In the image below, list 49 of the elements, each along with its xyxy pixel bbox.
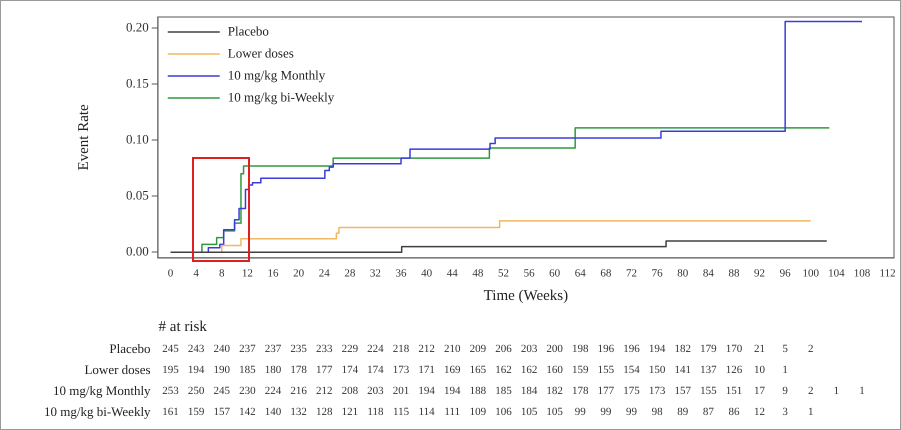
y-tick-label: 0.05 <box>126 188 149 203</box>
x-tick-label: 72 <box>626 267 638 280</box>
y-tick-label: 0.20 <box>126 20 149 35</box>
x-tick-label: 8 <box>219 267 226 280</box>
x-axis-title: Time (Weeks) <box>484 288 568 304</box>
legend-label: Lower doses <box>228 45 294 60</box>
x-tick-label: 40 <box>421 267 433 280</box>
legend-label: Placebo <box>228 23 269 38</box>
text: # at risk <box>158 319 207 336</box>
x-tick-label: 32 <box>370 267 381 280</box>
x-tick-label: 96 <box>780 267 792 280</box>
x-tick-label: 60 <box>549 267 561 280</box>
x-tick-label: 68 <box>600 267 612 280</box>
x-tick-label: 64 <box>574 267 586 280</box>
y-tick-label: 0.15 <box>126 76 149 91</box>
x-tick-label: 28 <box>344 267 356 280</box>
legend-label: 10 mg/kg bi-Weekly <box>228 89 335 104</box>
text: 253 250 245 230 224 216 212 208 203 201 194 194 188 185 184 182 178 177 175 173 157 155 151 17 9 2 1 1 <box>162 385 865 397</box>
x-tick-label: 44 <box>446 267 458 280</box>
y-tick-label: 0.00 <box>126 244 149 259</box>
x-tick-label: 36 <box>396 267 408 280</box>
text: Lower doses <box>84 362 151 377</box>
text: 10 mg/kg bi-Weekly <box>44 404 151 419</box>
x-tick-label: 76 <box>652 267 664 280</box>
x-tick-label: 4 <box>193 267 200 280</box>
x-tick-label: 12 <box>242 267 253 280</box>
x-tick-label: 112 <box>880 267 896 280</box>
x-tick-label: 92 <box>754 267 766 280</box>
x-tick-label: 20 <box>293 267 305 280</box>
legend-label: 10 mg/kg Monthly <box>228 67 326 82</box>
x-tick-label: 24 <box>318 267 330 280</box>
x-tick-label: 108 <box>854 267 871 280</box>
x-tick-label: 48 <box>472 267 484 280</box>
text: 10 mg/kg Monthly <box>53 383 151 398</box>
y-tick-label: 0.10 <box>126 132 149 147</box>
text: 195 194 190 185 180 178 177 174 174 173 171 169 165 162 162 160 159 155 154 150 141 137 126 10 1 <box>162 364 788 376</box>
x-tick-label: 56 <box>524 267 536 280</box>
text: 245 243 240 237 237 235 233 229 224 218 212 210 209 206 203 200 198 196 196 194 182 179 170 21 5 2 <box>162 343 814 355</box>
x-tick-label: 52 <box>498 267 509 280</box>
x-tick-label: 88 <box>728 267 740 280</box>
x-tick-label: 80 <box>677 267 689 280</box>
text: 161 159 157 142 140 132 128 121 118 115 114 111 109 106 105 105 99 99 99 98 89 87 86 12 3 1 <box>162 406 814 418</box>
x-tick-label: 104 <box>828 267 846 280</box>
x-tick-label: 100 <box>802 267 820 280</box>
x-tick-label: 16 <box>267 267 279 280</box>
x-tick-label: 84 <box>702 267 714 280</box>
text: Placebo <box>109 341 151 356</box>
y-axis-title: Event Rate <box>76 104 92 171</box>
x-tick-label: 0 <box>168 267 174 280</box>
